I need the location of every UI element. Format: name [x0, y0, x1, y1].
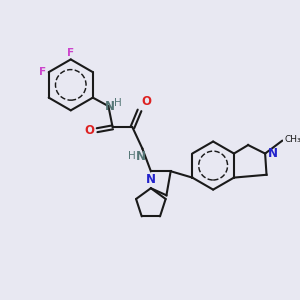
Text: N: N — [146, 173, 156, 186]
Text: F: F — [39, 67, 46, 77]
Text: H: H — [128, 152, 136, 161]
Text: CH₃: CH₃ — [284, 135, 300, 144]
Text: H: H — [114, 98, 122, 108]
Text: O: O — [85, 124, 95, 137]
Text: N: N — [105, 100, 115, 112]
Text: N: N — [267, 147, 278, 160]
Text: F: F — [67, 48, 74, 58]
Text: O: O — [141, 94, 151, 107]
Text: N: N — [136, 150, 146, 163]
